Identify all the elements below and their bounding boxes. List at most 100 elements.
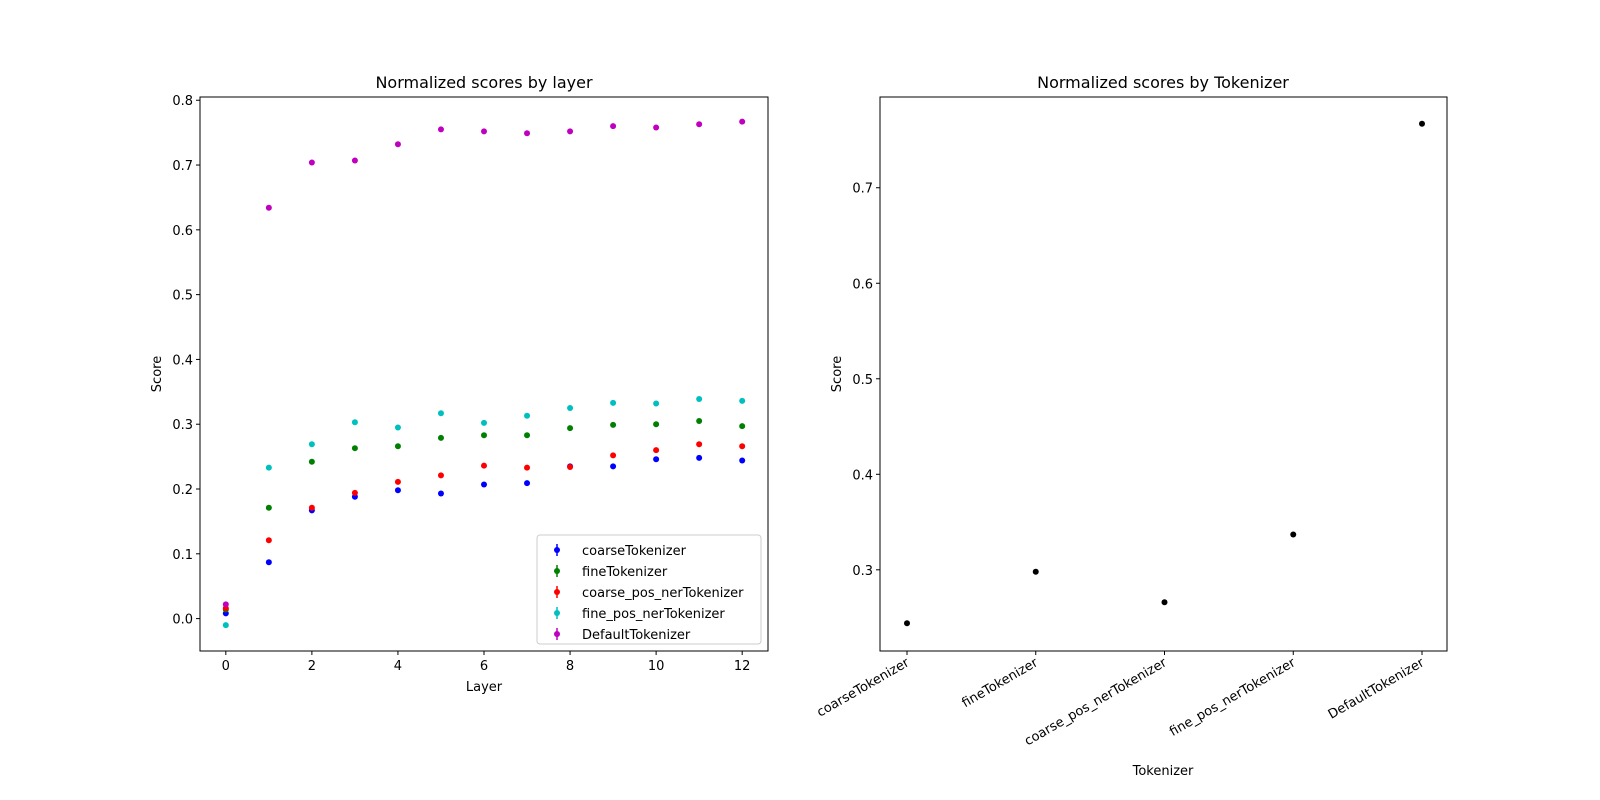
data-point xyxy=(308,159,315,166)
data-point xyxy=(437,434,444,441)
y-tick-label: 0.2 xyxy=(172,483,193,498)
data-point xyxy=(524,130,531,137)
chart-left-ylabel: Score xyxy=(150,356,165,392)
data-point xyxy=(696,121,703,128)
y-tick-label: 0.1 xyxy=(172,548,193,563)
chart-scores-by-layer: Normalized scores by layer 0 2 4 6 8 10 120.00… xyxy=(150,73,769,695)
data-point-fineTokenizer xyxy=(1032,568,1039,575)
data-point xyxy=(265,537,272,544)
data-point xyxy=(265,464,272,471)
legend-frame xyxy=(536,534,762,645)
data-point xyxy=(610,452,617,459)
data-point xyxy=(308,504,315,511)
data-point xyxy=(437,472,444,479)
data-point xyxy=(308,458,315,465)
data-point xyxy=(394,443,401,450)
data-point xyxy=(653,421,660,428)
data-point xyxy=(610,123,617,130)
legend-label: coarseTokenizer xyxy=(582,544,687,559)
data-point xyxy=(308,441,315,448)
data-point xyxy=(610,399,617,406)
chart-right-ylabel: Score xyxy=(830,356,845,392)
data-point xyxy=(481,481,487,488)
data-point xyxy=(610,421,617,428)
data-point xyxy=(567,463,574,470)
chart-left-xlabel: Layer xyxy=(466,680,503,695)
chart-left-ticks: 0 2 4 6 8 10 12 0.0 0.1 0.2 0.3 0.4 0.5 0.6 0.7 0.8 xyxy=(172,94,750,674)
data-point xyxy=(222,601,229,608)
data-point xyxy=(739,423,746,430)
legend-marker xyxy=(554,610,560,616)
chart-left-points xyxy=(222,118,746,629)
data-point xyxy=(696,441,703,448)
data-point xyxy=(265,504,272,511)
chart-right-axes-frame xyxy=(879,96,1448,652)
data-point xyxy=(567,425,574,432)
legend-marker xyxy=(554,631,560,637)
series-DefaultTokenizer xyxy=(222,118,746,608)
data-point xyxy=(351,157,358,164)
data-point xyxy=(524,480,531,487)
legend-label: fineTokenizer xyxy=(582,565,668,580)
data-point xyxy=(567,405,574,412)
data-point-coarseTokenizer xyxy=(904,620,910,627)
x-tick-label: 4 xyxy=(394,659,402,674)
chart-right-title: Normalized scores by Tokenizer xyxy=(1037,73,1289,92)
data-point xyxy=(351,489,358,496)
data-point xyxy=(653,447,660,454)
chart-right-xlabel: Tokenizer xyxy=(1132,764,1194,779)
y-tick-label: 0.6 xyxy=(172,224,193,239)
legend-marker xyxy=(554,589,560,595)
x-tick-label: 2 xyxy=(308,659,316,674)
data-point xyxy=(653,400,660,407)
data-point-fine_pos_nerTokenizer xyxy=(1290,531,1297,538)
data-point xyxy=(524,432,531,439)
data-point xyxy=(481,128,487,135)
data-point-coarse_pos_nerTokenizer xyxy=(1161,599,1168,606)
data-point xyxy=(481,462,487,469)
y-tick-label: 0.6 xyxy=(852,277,873,292)
chart-right-points xyxy=(904,120,1425,627)
data-point xyxy=(265,204,272,211)
data-point xyxy=(265,559,272,566)
y-tick-label: 0.4 xyxy=(852,468,873,483)
x-tick-label: 10 xyxy=(648,659,665,674)
series-coarse_pos_nerTokenizer xyxy=(222,441,746,612)
data-point xyxy=(739,443,746,450)
y-tick-label: 0.5 xyxy=(852,373,873,388)
x-tick-label: 12 xyxy=(734,659,751,674)
data-point xyxy=(567,128,574,135)
y-tick-label: 0.3 xyxy=(852,564,873,579)
legend-label: coarse_pos_nerTokenizer xyxy=(582,586,744,601)
data-point xyxy=(739,397,746,404)
data-point xyxy=(437,410,444,417)
data-point xyxy=(739,118,746,125)
x-tick-label: 6 xyxy=(480,659,488,674)
y-tick-label: 0.4 xyxy=(172,353,193,368)
legend-marker xyxy=(554,547,560,553)
chart-left-legend: coarseTokenizer fineTokenizer coarse_pos_n… xyxy=(536,534,762,645)
y-tick-label: 0.7 xyxy=(852,182,873,197)
data-point xyxy=(394,141,401,148)
y-tick-label: 0.3 xyxy=(172,418,193,433)
data-point xyxy=(394,424,401,431)
data-point xyxy=(653,124,660,131)
data-point xyxy=(481,432,487,439)
data-point xyxy=(351,419,358,426)
data-point xyxy=(481,419,487,426)
y-tick-label: 0.0 xyxy=(172,613,193,628)
legend-label: fine_pos_nerTokenizer xyxy=(582,607,725,622)
data-point xyxy=(739,457,746,464)
legend-label: DefaultTokenizer xyxy=(582,628,691,643)
data-point xyxy=(437,126,444,133)
data-point xyxy=(394,487,401,494)
x-tick-label: 8 xyxy=(566,659,574,674)
y-tick-label: 0.5 xyxy=(172,289,193,304)
data-point xyxy=(524,464,531,471)
data-point xyxy=(394,478,401,485)
series-fine_pos_nerTokenizer xyxy=(222,395,746,629)
data-point xyxy=(653,456,660,463)
data-point xyxy=(222,622,229,629)
